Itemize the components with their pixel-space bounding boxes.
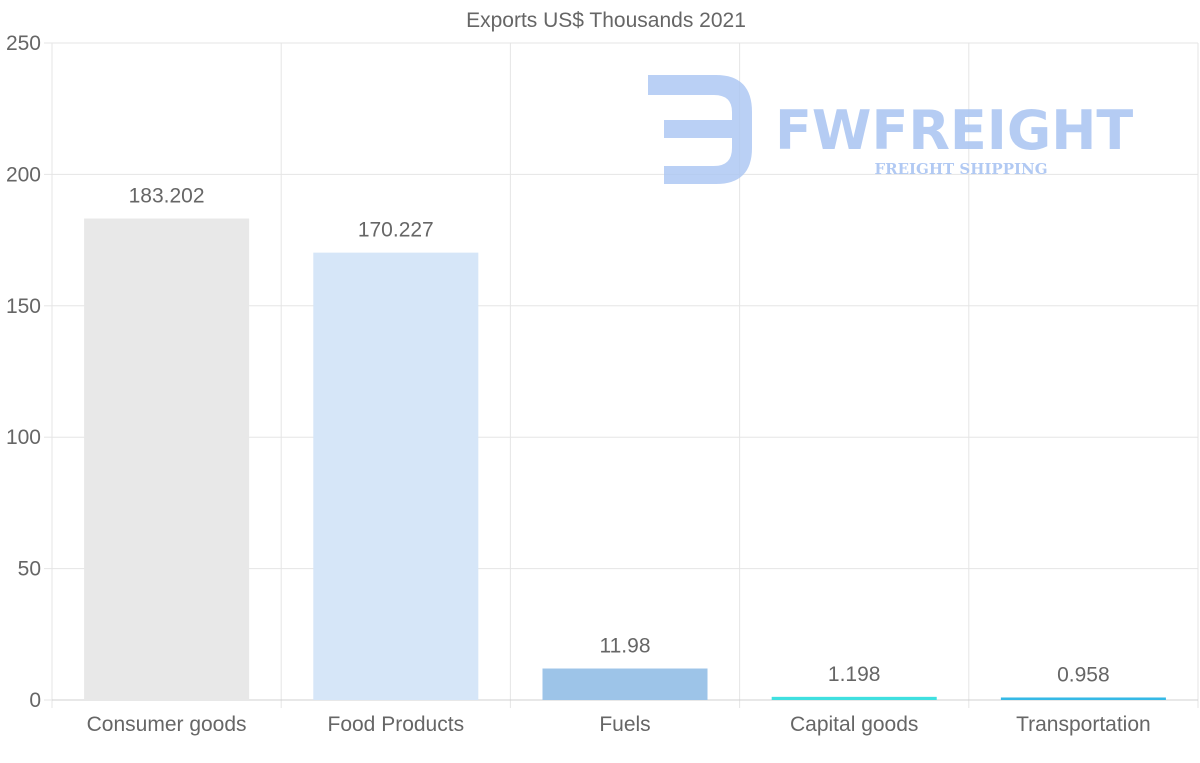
x-tick-label: Food Products xyxy=(328,713,465,736)
bar xyxy=(771,696,937,700)
bar xyxy=(1000,697,1166,700)
chart-title: Exports US$ Thousands 2021 xyxy=(466,9,746,32)
value-labels: 183.202 170.227 11.98 1.198 0.958 xyxy=(129,185,1110,687)
watermark-brand: FWFREIGHT xyxy=(775,99,1133,162)
data-label: 183.202 xyxy=(129,185,205,208)
data-label: 0.958 xyxy=(1057,663,1110,686)
y-tick-label: 50 xyxy=(18,558,41,581)
y-tick-label: 250 xyxy=(6,32,41,55)
watermark-tagline: FREIGHT SHIPPING xyxy=(874,160,1047,178)
bar xyxy=(84,218,250,700)
y-axis-ticks: 0 50 100 150 200 250 xyxy=(6,32,41,712)
y-tick-label: 100 xyxy=(6,426,41,449)
data-label: 170.227 xyxy=(358,219,434,242)
data-label: 1.198 xyxy=(828,663,881,686)
bar xyxy=(313,252,479,701)
y-tick-label: 150 xyxy=(6,295,41,318)
brand-mark-icon xyxy=(648,75,752,184)
x-tick-label: Fuels xyxy=(599,713,650,736)
data-label: 11.98 xyxy=(600,635,651,658)
x-tick-label: Transportation xyxy=(1016,713,1151,736)
y-tick-label: 0 xyxy=(29,689,41,712)
x-tick-label: Capital goods xyxy=(790,713,918,736)
x-axis-labels: Consumer goods Food Products Fuels Capital … xyxy=(87,713,1151,736)
bar xyxy=(542,668,708,700)
bars xyxy=(84,218,1166,701)
watermark-logo: FWFREIGHT FREIGHT SHIPPING xyxy=(648,75,1133,184)
x-tick-label: Consumer goods xyxy=(87,713,247,736)
y-tick-label: 200 xyxy=(6,163,41,186)
